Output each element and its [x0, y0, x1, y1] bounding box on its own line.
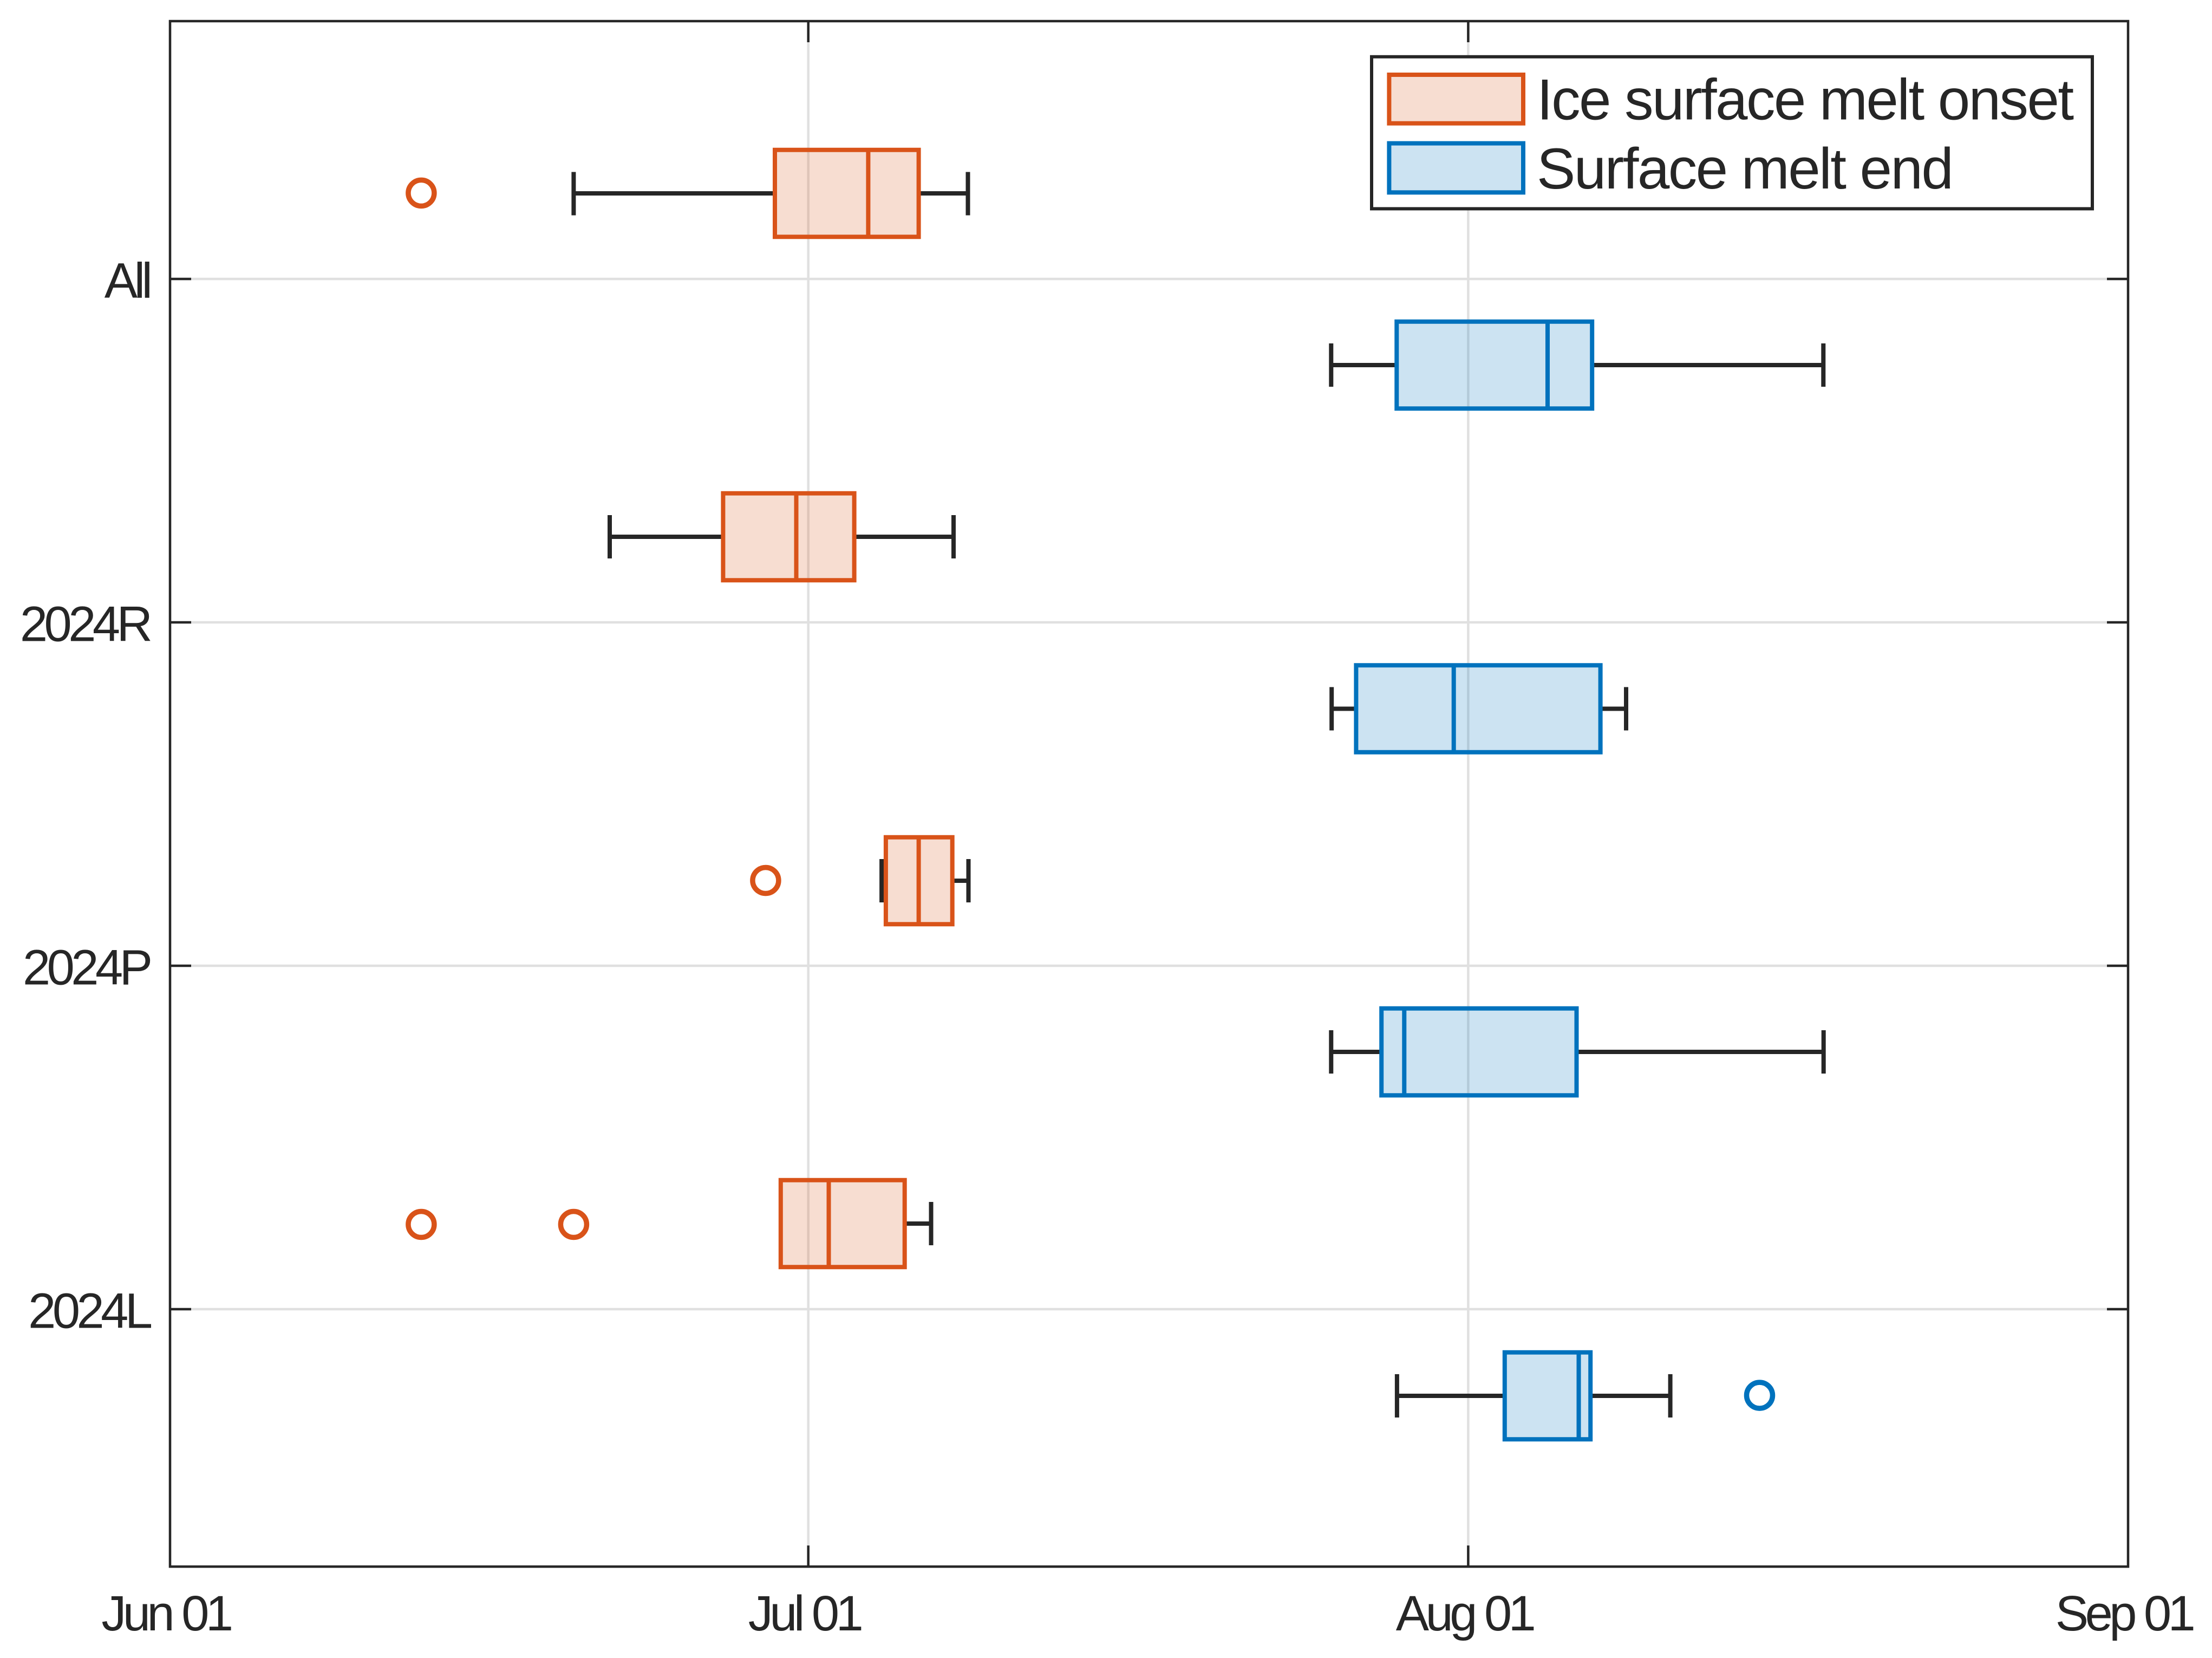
svg-text:2024R: 2024R: [20, 597, 151, 652]
svg-text:2024L: 2024L: [28, 1284, 152, 1339]
svg-text:Aug 01: Aug 01: [1396, 1586, 1534, 1641]
svg-text:Ice surface melt onset: Ice surface melt onset: [1537, 67, 2073, 132]
svg-text:Jun 01: Jun 01: [101, 1586, 231, 1641]
svg-text:2024P: 2024P: [23, 940, 151, 996]
svg-text:Jul 01: Jul 01: [748, 1586, 862, 1641]
svg-text:All: All: [105, 253, 150, 309]
svg-text:Sep 01: Sep 01: [2056, 1586, 2194, 1641]
svg-text:Surface melt end: Surface melt end: [1537, 136, 1952, 201]
